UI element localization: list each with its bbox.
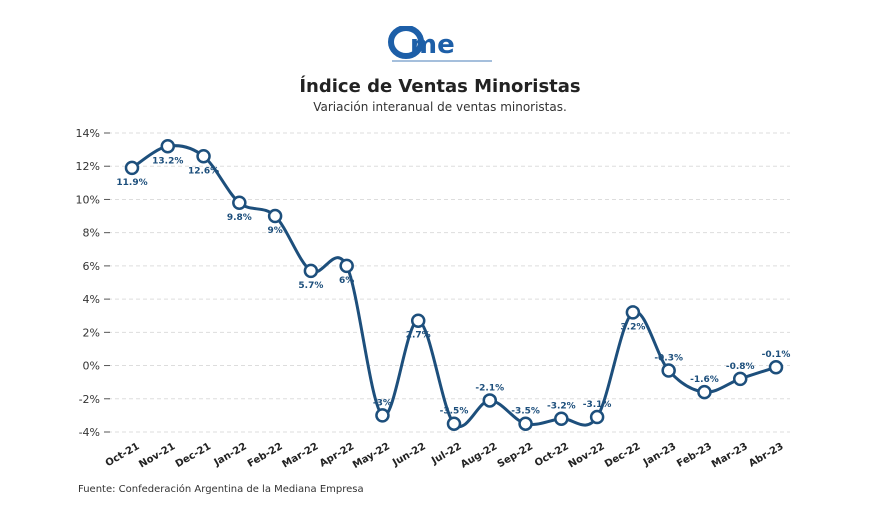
y-tick-label: 10% [76, 193, 100, 206]
y-tick-label: -2% [79, 393, 100, 406]
chart-title: Índice de Ventas Minoristas [299, 76, 581, 97]
x-tick-label: Nov-22 [567, 441, 607, 470]
data-label: -0.8% [726, 362, 755, 372]
source-note: Fuente: Confederación Argentina de la Me… [78, 484, 364, 495]
y-tick-label: -4% [79, 426, 100, 439]
x-tick-label: Nov-21 [137, 441, 177, 470]
data-label: -0.1% [762, 350, 791, 360]
data-label: 2.7% [406, 331, 431, 341]
data-label: 11.9% [116, 178, 147, 188]
y-tick-label: 8% [83, 227, 100, 240]
data-point [482, 393, 498, 408]
data-label: 12.6% [188, 166, 219, 176]
data-point [232, 195, 247, 211]
data-point [303, 263, 319, 279]
data-label: 9.8% [227, 213, 252, 223]
data-label: -2.1% [475, 383, 504, 393]
data-label: -0.3% [654, 354, 683, 364]
data-point [589, 409, 605, 425]
y-tick-label: 14% [76, 127, 100, 140]
data-point [554, 411, 569, 426]
y-tick-label: 0% [83, 360, 100, 373]
data-point [661, 363, 676, 378]
x-tick-label: Jan-22 [212, 441, 249, 469]
y-tick-label: 6% [83, 260, 100, 273]
x-tick-label: Feb-22 [246, 441, 285, 470]
x-tick-label: Dec-22 [603, 441, 642, 470]
data-point [697, 384, 712, 400]
x-tick-label: Feb-23 [675, 441, 714, 470]
x-tick-label: May-22 [351, 441, 392, 471]
data-point [732, 371, 748, 387]
came-logo: me [388, 26, 492, 62]
data-point [196, 149, 211, 164]
data-label: 5.7% [298, 281, 323, 291]
data-label: -3% [373, 398, 392, 408]
x-tick-label: Apr-22 [318, 441, 356, 469]
data-point [339, 258, 354, 274]
x-tick-label: Sep-22 [496, 441, 535, 470]
data-point [768, 359, 784, 375]
series-line [131, 144, 777, 428]
data-label: 6% [339, 276, 354, 286]
data-point [446, 416, 462, 431]
svg-text:me: me [410, 30, 455, 60]
data-point [267, 208, 283, 224]
data-label: -3.1% [583, 400, 612, 410]
data-label: 13.2% [152, 156, 183, 166]
data-point [160, 139, 176, 154]
data-label: -1.6% [690, 375, 719, 385]
data-label: -3.2% [547, 402, 576, 412]
data-label: 3.2% [620, 322, 645, 332]
data-label: -3.5% [440, 407, 469, 417]
x-tick-label: Oct-22 [533, 441, 571, 469]
x-tick-label: Dec-21 [174, 441, 213, 470]
x-tick-label: Jan-23 [641, 441, 678, 469]
data-point [124, 160, 140, 176]
data-label: -3.5% [511, 407, 540, 417]
chart-subtitle: Variación interanual de ventas minorista… [313, 100, 567, 114]
x-tick-label: Mar-22 [281, 441, 321, 470]
x-tick-label: Jun-22 [390, 441, 428, 469]
x-tick-label: Oct-21 [104, 441, 142, 469]
y-tick-label: 4% [83, 293, 100, 306]
x-tick-label: Jul-22 [429, 441, 463, 467]
y-tick-label: 2% [83, 326, 100, 339]
data-point [518, 416, 533, 431]
data-point [410, 313, 426, 328]
data-label: 9% [267, 226, 282, 236]
x-tick-label: Abr-23 [747, 441, 785, 469]
data-point [625, 305, 641, 320]
data-point [375, 408, 390, 423]
y-tick-label: 12% [76, 160, 100, 173]
x-tick-label: Mar-23 [710, 441, 750, 470]
x-tick-label: Aug-22 [459, 441, 499, 471]
